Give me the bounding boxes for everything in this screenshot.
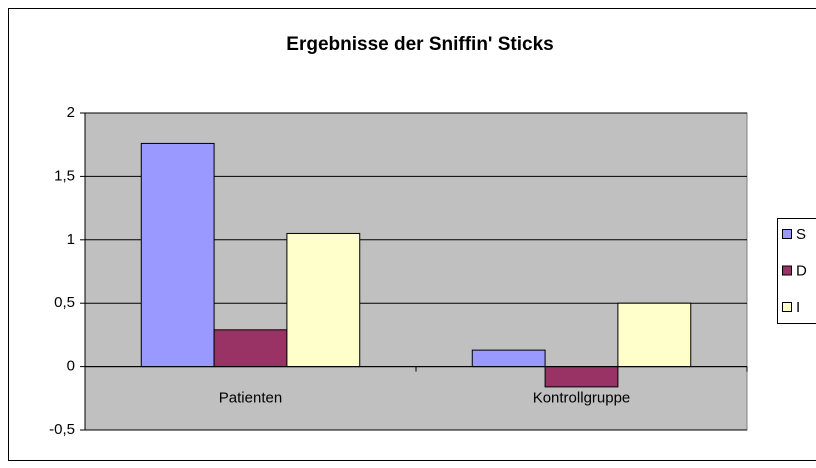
bar bbox=[471, 349, 546, 368]
y-tick-label: 2 bbox=[67, 104, 75, 121]
legend-label: D bbox=[796, 262, 807, 279]
chart-title: Ergebnisse der Sniffin' Sticks bbox=[286, 34, 553, 55]
legend-marker bbox=[782, 229, 792, 239]
x-tick-label: Patienten bbox=[219, 390, 282, 407]
bar bbox=[286, 232, 361, 368]
x-tick-label: Kontrollgruppe bbox=[533, 390, 631, 407]
y-tick-label: 1,5 bbox=[54, 167, 75, 184]
y-tick-label: 0,5 bbox=[54, 294, 75, 311]
legend-marker bbox=[782, 265, 792, 276]
bar bbox=[140, 142, 215, 368]
legend-label: S bbox=[796, 226, 806, 243]
legend-marker bbox=[782, 302, 792, 312]
y-tick-label: 0 bbox=[67, 358, 75, 375]
bar bbox=[213, 329, 288, 368]
bar bbox=[617, 302, 692, 368]
y-tick-label: -0,5 bbox=[49, 421, 75, 438]
bar bbox=[544, 366, 619, 388]
y-tick-label: 1 bbox=[67, 231, 75, 248]
legend-label: I bbox=[796, 299, 800, 316]
